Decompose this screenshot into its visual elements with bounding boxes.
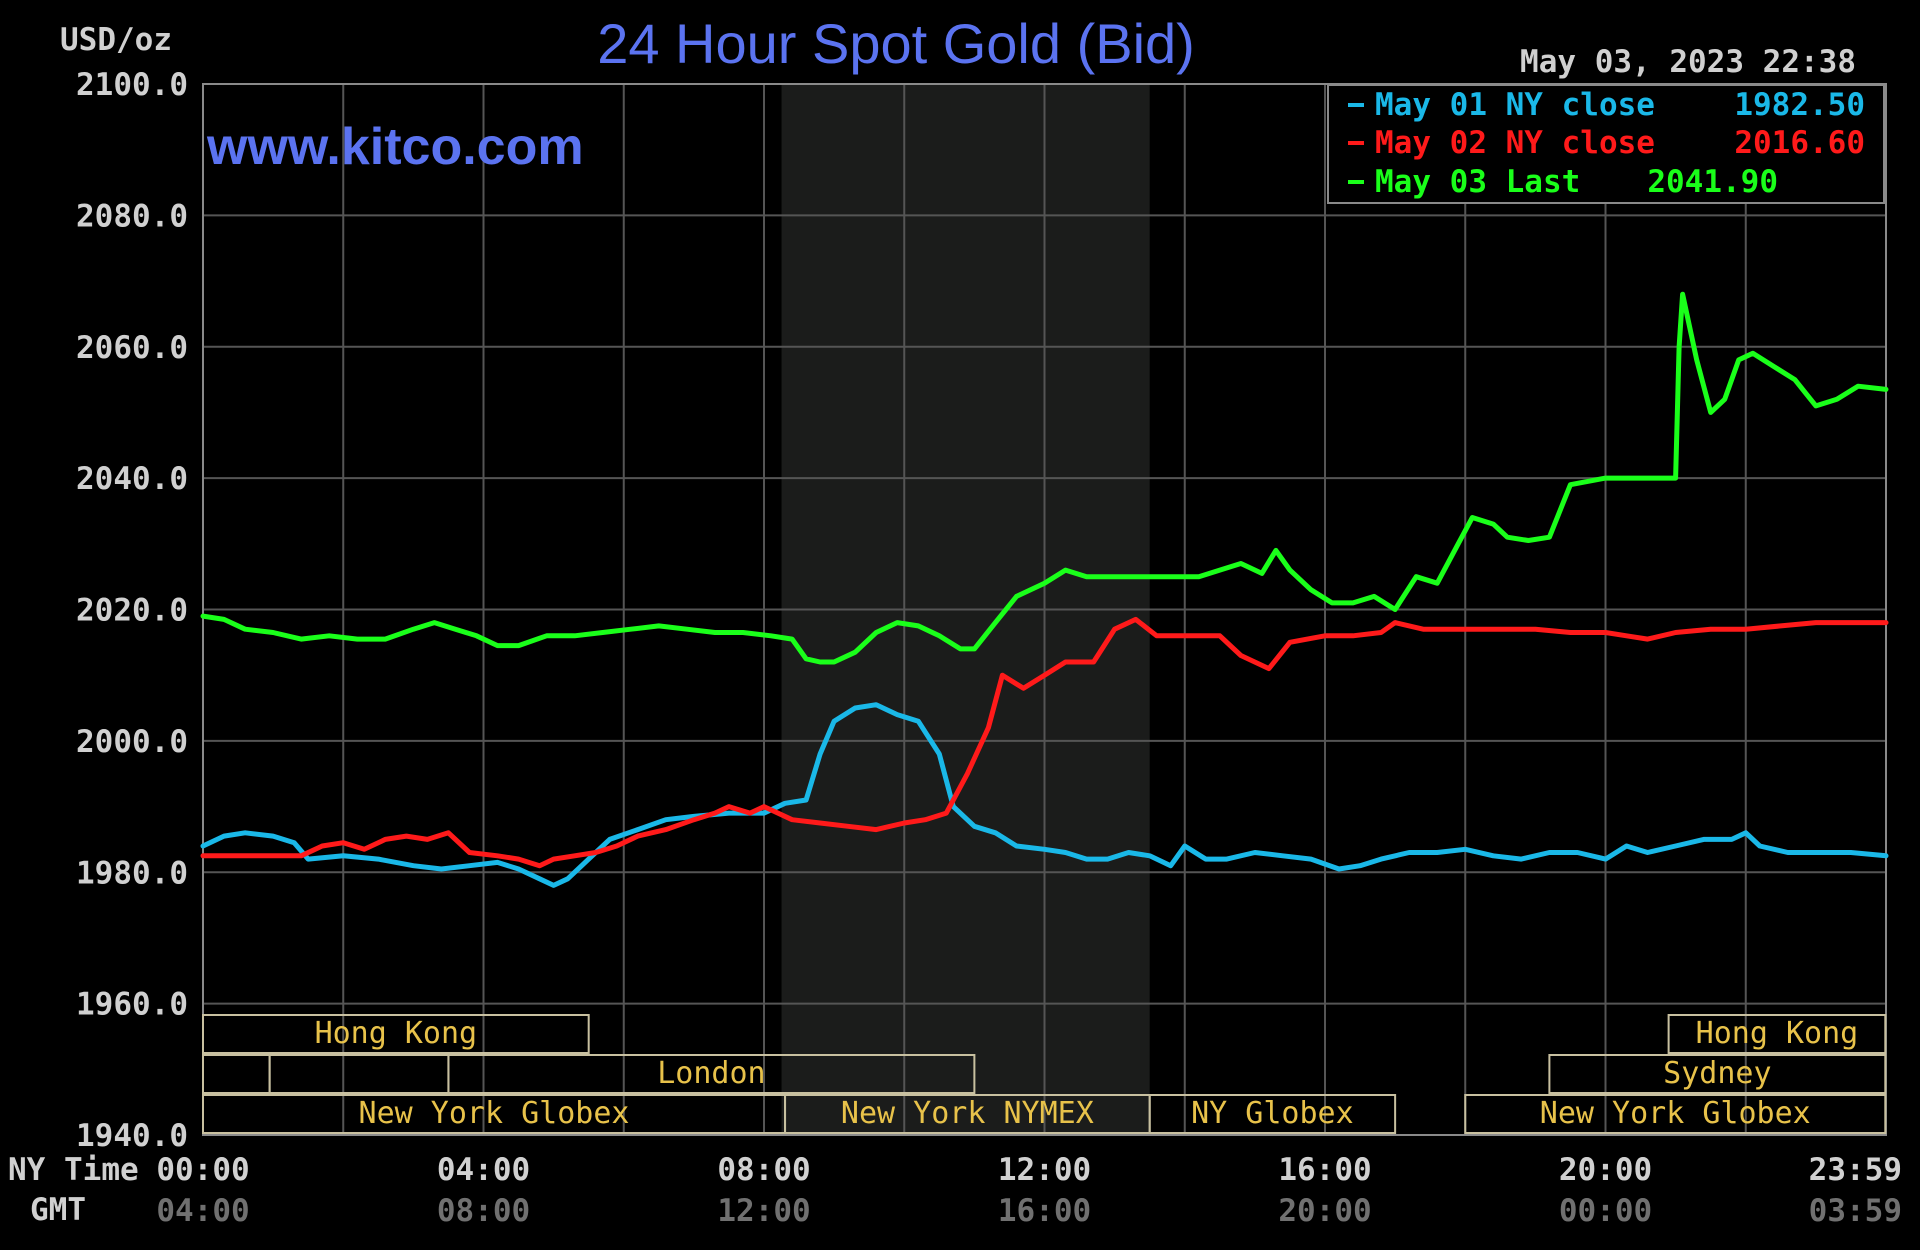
session-sydney: Sydney	[1548, 1054, 1887, 1094]
legend-swatch-may01	[1348, 103, 1364, 107]
y-tick-label: 2100.0	[76, 67, 188, 103]
grid-layer	[202, 83, 1887, 1136]
x-tick-label-ny: 04:00	[437, 1152, 530, 1188]
session-hong-kong: Hong Kong	[1667, 1014, 1887, 1054]
x-tick-label-ny: 12:00	[998, 1152, 1091, 1188]
ny-time-label: NY Time	[8, 1152, 139, 1188]
x-tick-label-gmt: 16:00	[998, 1193, 1091, 1229]
session-box	[1464, 1094, 1887, 1134]
x-axis-ticks: 00:00 04:00 08:00 12:00 16:00 20:00 23:59 04:00…	[156, 1152, 1902, 1229]
x-tick-label-ny: 20:00	[1559, 1152, 1652, 1188]
x-tick-label-ny: 08:00	[717, 1152, 810, 1188]
session-label: New York NYMEX	[841, 1096, 1094, 1131]
y-tick-label: 2080.0	[76, 198, 188, 234]
session-new-york-globex: New York Globex	[1464, 1094, 1887, 1134]
session-box	[1667, 1014, 1887, 1054]
session-london: London	[447, 1054, 976, 1094]
session-new-york-globex: New York Globex	[202, 1094, 787, 1134]
session-label: London	[657, 1056, 765, 1091]
legend-label-may01: May 01 NY close	[1375, 87, 1655, 123]
session-label: Hong Kong	[315, 1016, 478, 1051]
y-tick-label: 2020.0	[76, 593, 188, 629]
chart-title: 24 Hour Spot Gold (Bid)	[597, 12, 1195, 75]
legend-swatch-may02	[1348, 141, 1364, 145]
y-tick-label: 1940.0	[76, 1118, 188, 1154]
session-label: NY Globex	[1191, 1096, 1354, 1131]
session-label: Hong Kong	[1696, 1016, 1859, 1051]
legend-value-may03: 2041.90	[1647, 164, 1778, 200]
watermark: www.kitco.com	[206, 118, 584, 176]
x-tick-label-gmt: 03:59	[1809, 1193, 1902, 1229]
session-label: Sydney	[1663, 1056, 1771, 1091]
x-tick-label-ny: 00:00	[156, 1152, 249, 1188]
y-tick-label: 2000.0	[76, 724, 188, 760]
x-tick-label-ny: 16:00	[1278, 1152, 1371, 1188]
legend-box	[1327, 84, 1885, 204]
timestamp: May 03, 2023 22:38	[1520, 44, 1856, 80]
session-box	[202, 1014, 590, 1054]
session-box	[447, 1054, 976, 1094]
series-line-may-01	[200, 702, 1889, 888]
gmt-label: GMT	[30, 1192, 86, 1228]
session-label: New York Globex	[1540, 1096, 1811, 1131]
series-layer	[200, 291, 1889, 888]
y-tick-label: 2060.0	[76, 330, 188, 366]
legend-label-may03: May 03 Last	[1375, 164, 1580, 200]
x-tick-label-gmt: 04:00	[156, 1193, 249, 1229]
session-box	[1548, 1054, 1887, 1094]
x-tick-label-gmt: 12:00	[717, 1193, 810, 1229]
plot-frame	[202, 83, 1887, 1136]
legend: May 01 NY close 1982.50 May 02 NY close …	[1327, 84, 1885, 204]
x-tick-label-ny: 23:59	[1809, 1152, 1902, 1188]
y-tick-label: 1960.0	[76, 987, 188, 1023]
x-tick-label-gmt: 00:00	[1559, 1193, 1652, 1229]
x-tick-label-gmt: 08:00	[437, 1193, 530, 1229]
session-ny-globex: NY Globex	[1148, 1094, 1397, 1134]
session-box	[1148, 1094, 1397, 1134]
session-new-york-nymex: New York NYMEX	[784, 1094, 1151, 1134]
session-hong-kong: Hong Kong	[202, 1014, 590, 1054]
legend-value-may01: 1982.50	[1734, 87, 1865, 123]
units-label: USD/oz	[60, 22, 172, 58]
legend-label-may02: May 02 NY close	[1375, 125, 1655, 161]
x-tick-label-gmt: 20:00	[1278, 1193, 1371, 1229]
y-tick-label: 2040.0	[76, 461, 188, 497]
series-line-may-03	[200, 291, 1889, 665]
y-axis-ticks: 2100.0 2080.0 2060.0 2040.0 2020.0 2000.0 1980…	[76, 67, 188, 1154]
market-sessions: Hong Kong Hong Kong London Sydney New York G…	[202, 1014, 1887, 1134]
session-label: New York Globex	[359, 1096, 630, 1131]
y-tick-label: 1980.0	[76, 855, 188, 891]
legend-swatch-may03	[1348, 180, 1364, 184]
series-line-may-02	[200, 616, 1889, 869]
legend-value-may02: 2016.60	[1734, 125, 1865, 161]
